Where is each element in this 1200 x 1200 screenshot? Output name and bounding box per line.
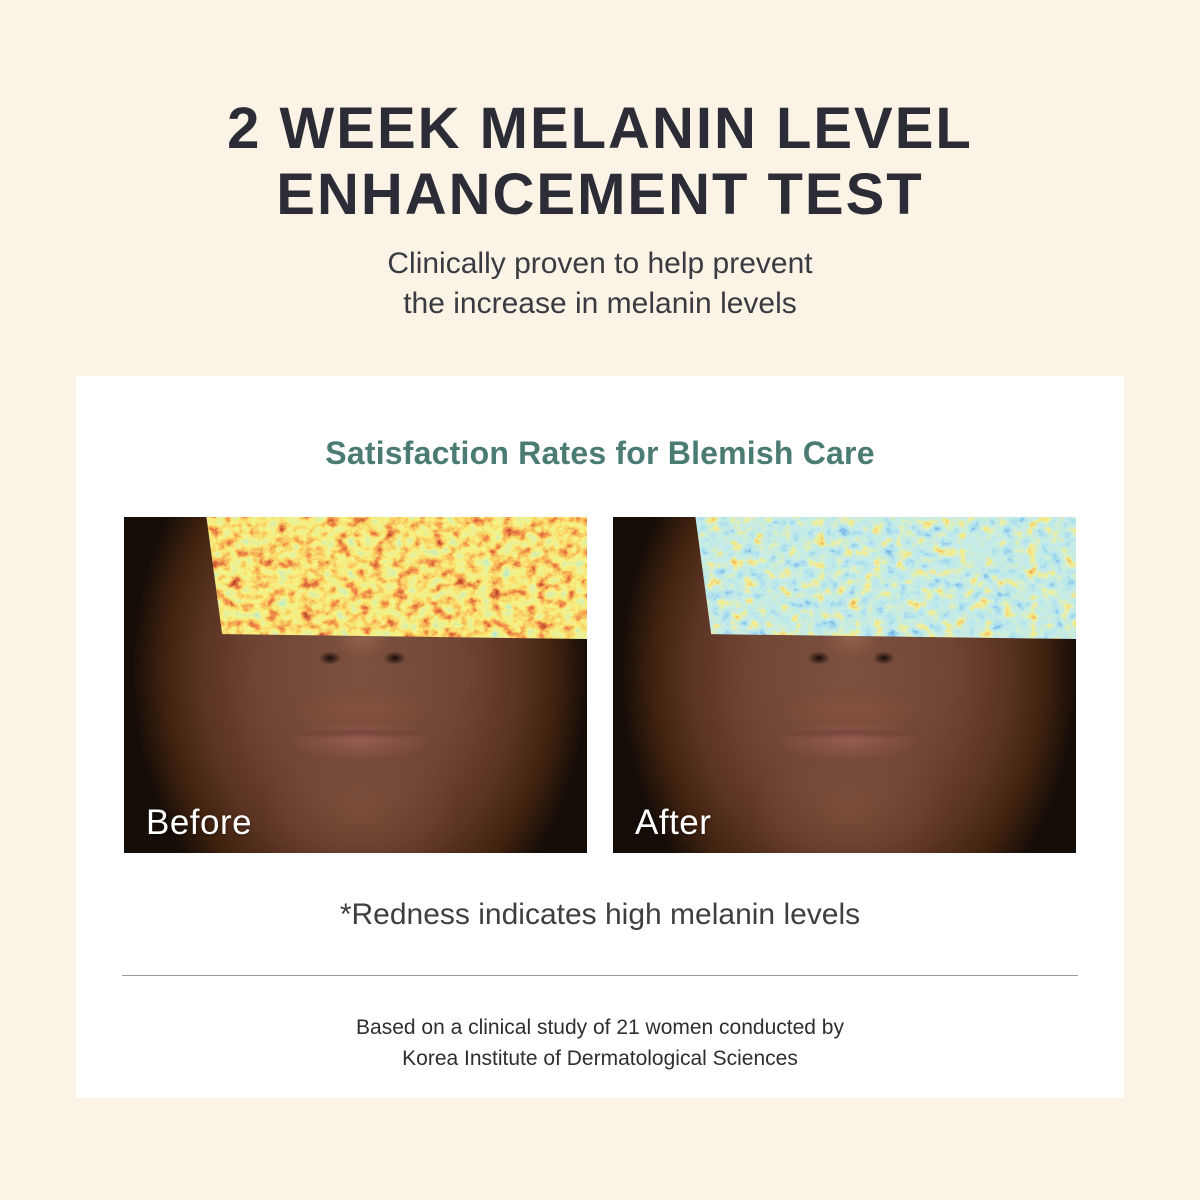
page-title-line1: 2 WEEK MELANIN LEVEL	[227, 96, 973, 161]
page-subtitle-line1: Clinically proven to help prevent	[387, 247, 813, 280]
study-attribution-line1: Based on a clinical study of 21 women co…	[356, 1016, 844, 1039]
page-subtitle: Clinically proven to help prevent the in…	[0, 244, 1200, 324]
before-after-comparison: Before	[76, 517, 1124, 853]
results-card: Satisfaction Rates for Blemish Care	[76, 376, 1124, 1098]
after-photo: After	[613, 517, 1076, 853]
melanin-heatmap-after	[695, 517, 1076, 639]
page-subtitle-line2: the increase in melanin levels	[403, 287, 797, 320]
study-attribution: Based on a clinical study of 21 women co…	[76, 1012, 1124, 1074]
before-label: Before	[146, 803, 253, 842]
study-attribution-line2: Korea Institute of Dermatological Scienc…	[402, 1047, 798, 1070]
redness-footnote: *Redness indicates high melanin levels	[339, 898, 861, 931]
after-label: After	[635, 803, 712, 842]
before-photo: Before	[124, 517, 587, 853]
melanin-heatmap-before	[206, 517, 587, 639]
divider	[122, 975, 1078, 976]
page-title-line2: ENHANCEMENT TEST	[276, 162, 924, 227]
card-heading: Satisfaction Rates for Blemish Care	[325, 435, 875, 471]
page-title: 2 WEEK MELANIN LEVEL ENHANCEMENT TEST	[0, 0, 1200, 228]
